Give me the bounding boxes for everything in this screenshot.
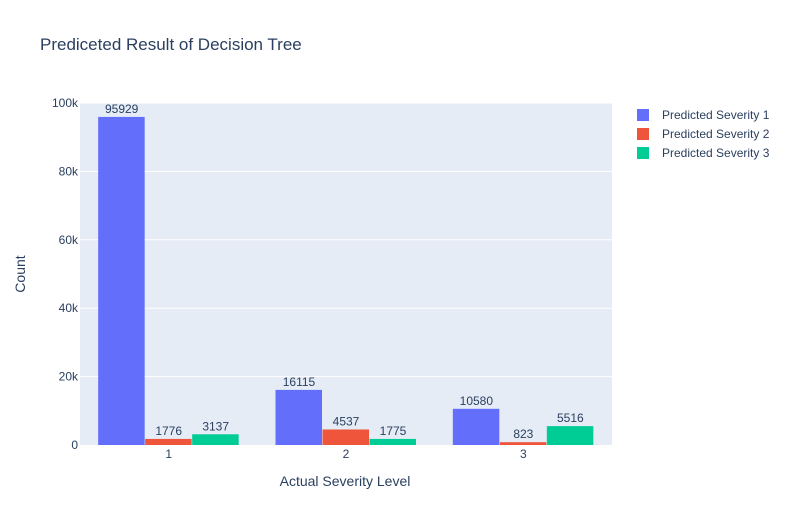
y-tick-label: 60k: [59, 233, 79, 247]
bar-value-label: 4537: [333, 414, 360, 428]
bar-value-label: 10580: [460, 394, 494, 408]
bar: [499, 442, 547, 445]
bar: [452, 408, 500, 445]
legend-label: Predicted Severity 2: [662, 127, 770, 141]
y-axis-ticks: 0 20k 40k 60k 80k 100k: [52, 96, 79, 452]
bar-value-label: 5516: [557, 411, 584, 425]
bar: [369, 438, 416, 445]
legend-label: Predicted Severity 3: [662, 146, 770, 160]
x-axis-title: Actual Severity Level: [280, 473, 411, 489]
grid-lines: [80, 102, 612, 378]
bar: [192, 434, 239, 445]
bar-value-label: 3137: [202, 419, 229, 433]
plot-area: [80, 103, 612, 445]
bar: [145, 438, 192, 445]
y-axis-title: Count: [12, 255, 28, 292]
bar-labels: 95929 1776 3137 16115 4537 1775 10580 823 5516: [105, 102, 584, 441]
y-tick-label: 20k: [59, 370, 79, 384]
x-axis-ticks: 1 2 3: [165, 447, 527, 461]
x-tick-label: 1: [165, 447, 172, 461]
y-tick-label: 100k: [52, 96, 79, 110]
bar: [98, 116, 145, 445]
bars: [98, 116, 594, 445]
x-tick-label: 3: [520, 447, 527, 461]
bar: [322, 429, 369, 445]
legend-swatch: [637, 128, 649, 140]
bar-value-label: 823: [513, 427, 533, 441]
bar-value-label: 1775: [380, 424, 407, 438]
legend: Predicted Severity 1 Predicted Severity 2…: [637, 108, 770, 160]
x-tick-label: 2: [343, 447, 350, 461]
bar-value-label: 1776: [155, 424, 182, 438]
bar-value-label: 16115: [283, 375, 316, 389]
legend-label: Predicted Severity 1: [662, 108, 770, 122]
legend-swatch: [637, 109, 649, 121]
y-tick-label: 0: [71, 438, 78, 452]
legend-swatch: [637, 147, 649, 159]
bar: [546, 426, 594, 445]
bar: [275, 389, 322, 445]
y-tick-label: 40k: [59, 301, 79, 315]
bar-value-label: 95929: [105, 102, 139, 116]
chart-title: Prediceted Result of Decision Tree: [40, 35, 302, 54]
y-tick-label: 80k: [59, 164, 79, 178]
